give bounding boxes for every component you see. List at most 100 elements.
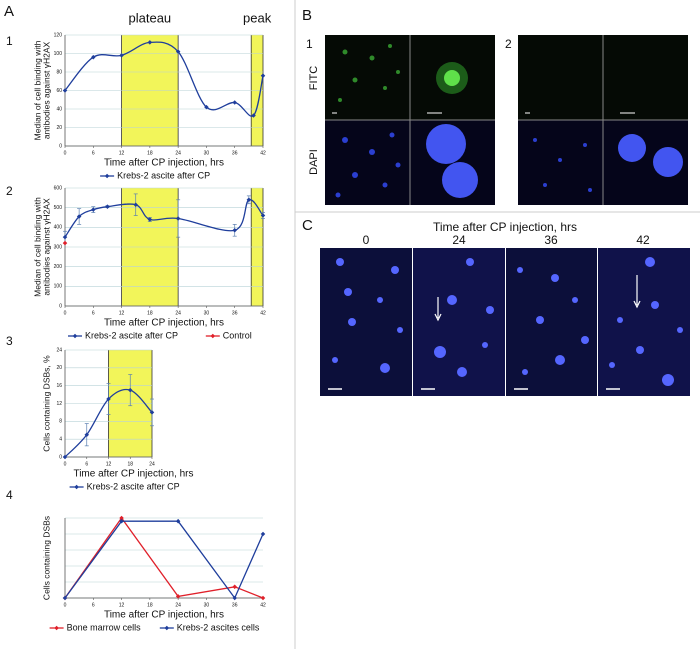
x-tick-label: 24 — [149, 461, 155, 467]
panel-number: 1 — [306, 37, 313, 51]
grid-borders — [325, 35, 688, 205]
y-tick-label: 20 — [56, 365, 62, 371]
panel-label: C — [302, 217, 313, 234]
panel-number: 1 — [6, 34, 13, 48]
y-axis-label: Median of cell binding with — [32, 197, 42, 297]
x-tick-label: 12 — [119, 602, 125, 608]
point — [175, 49, 181, 54]
y-tick-label: 0 — [59, 454, 62, 460]
y-axis-label: Cells containing DSBs, % — [41, 355, 51, 452]
y-tick-label: 600 — [54, 185, 63, 191]
x-tick-label: 24 — [175, 310, 181, 316]
legend-label: Krebs-2 ascite after CP — [117, 170, 210, 180]
cells — [338, 44, 400, 102]
x-tick-label: 12 — [119, 310, 125, 316]
x-tick-label: 6 — [92, 150, 95, 156]
y-tick-label: 400 — [54, 225, 63, 231]
y-tick-label: 100 — [54, 284, 63, 290]
y-tick-label: 120 — [54, 32, 63, 38]
x-tick-label: 24 — [175, 602, 181, 608]
y-tick-label: 8 — [59, 419, 62, 425]
arrows — [434, 275, 641, 322]
point — [105, 204, 110, 209]
y-tick-label: 500 — [54, 205, 63, 211]
row-label: FITC — [308, 66, 320, 90]
x-tick-label: 42 — [260, 150, 266, 156]
comet-images — [320, 248, 690, 396]
x-tick-label: 12 — [119, 150, 125, 156]
point — [232, 100, 237, 105]
x-tick-label: 36 — [232, 310, 238, 316]
x-tick-label: 6 — [92, 310, 95, 316]
y-axis-label: Median of cell binding with — [32, 40, 42, 140]
point — [119, 53, 124, 58]
micrograph-group — [325, 35, 688, 205]
legend-label: Control — [223, 330, 252, 340]
legend-marker — [210, 333, 216, 339]
legend-label: Krebs-2 ascite after CP — [87, 481, 180, 491]
x-tick-label: 18 — [127, 461, 133, 467]
point — [91, 54, 96, 60]
y-tick-label: 20 — [56, 125, 62, 131]
x-axis-label: Time after CP injection, hrs — [104, 610, 224, 621]
micrograph — [518, 120, 603, 205]
point — [251, 113, 256, 118]
band-label: peak — [243, 10, 272, 25]
column-label: 24 — [452, 233, 466, 247]
x-tick-label: 42 — [260, 310, 266, 316]
panel-number: 3 — [6, 334, 13, 348]
legend-label: Krebs-2 ascite after CP — [85, 330, 178, 340]
y-tick-label: 40 — [56, 106, 62, 112]
x-tick-label: 18 — [147, 150, 153, 156]
cell — [442, 162, 478, 198]
y-tick-label: 300 — [54, 244, 63, 250]
panel-label: B — [302, 7, 312, 24]
x-tick-label: 42 — [260, 602, 266, 608]
x-axis-label: Time after CP injection, hrs — [104, 158, 224, 169]
x-tick-label: 30 — [204, 150, 210, 156]
y-tick-label: 100 — [54, 51, 63, 57]
x-axis-label: Time after CP injection, hrs — [73, 469, 193, 480]
panel-title: Time after CP injection, hrs — [433, 220, 577, 234]
x-tick-label: 6 — [85, 461, 88, 467]
point — [91, 207, 96, 212]
y-tick-label: 24 — [56, 347, 62, 353]
point — [149, 410, 155, 415]
y-tick-label: 4 — [59, 436, 62, 442]
y-tick-label: 16 — [56, 383, 62, 389]
cells — [335, 132, 592, 198]
x-tick-label: 0 — [64, 602, 67, 608]
x-axis-label: Time after CP injection, hrs — [104, 318, 224, 329]
y-tick-label: 12 — [56, 401, 62, 407]
y-tick-label: 0 — [59, 303, 62, 309]
y-tick-label: 200 — [54, 264, 63, 270]
point — [62, 88, 68, 93]
cell — [653, 147, 683, 177]
y-axis-label: antibodies against γH2AX — [41, 198, 51, 296]
column-label: 36 — [544, 233, 558, 247]
band-label: plateau — [129, 10, 172, 25]
panel-number: 2 — [6, 184, 13, 198]
x-tick-label: 18 — [147, 602, 153, 608]
cell — [618, 134, 646, 162]
point — [260, 595, 266, 601]
y-tick-label: 60 — [56, 88, 62, 94]
y-tick-label: 0 — [59, 143, 62, 149]
legend-marker — [104, 173, 110, 179]
cell — [426, 124, 466, 164]
panel-label: A — [4, 3, 14, 20]
legend-label: Krebs-2 ascites cells — [177, 622, 260, 632]
x-tick-label: 36 — [232, 150, 238, 156]
column-label: 0 — [363, 233, 370, 247]
x-tick-label: 36 — [232, 602, 238, 608]
y-axis-label: Cells containing DSBs — [41, 516, 51, 600]
x-tick-label: 6 — [92, 602, 95, 608]
micrograph — [598, 248, 690, 396]
legend-label: Bone marrow cells — [67, 622, 142, 632]
x-tick-label: 30 — [204, 310, 210, 316]
x-tick-label: 0 — [64, 310, 67, 316]
series-line — [64, 199, 264, 238]
point — [260, 531, 266, 537]
x-tick-label: 0 — [64, 150, 67, 156]
x-tick-label: 0 — [64, 461, 67, 467]
